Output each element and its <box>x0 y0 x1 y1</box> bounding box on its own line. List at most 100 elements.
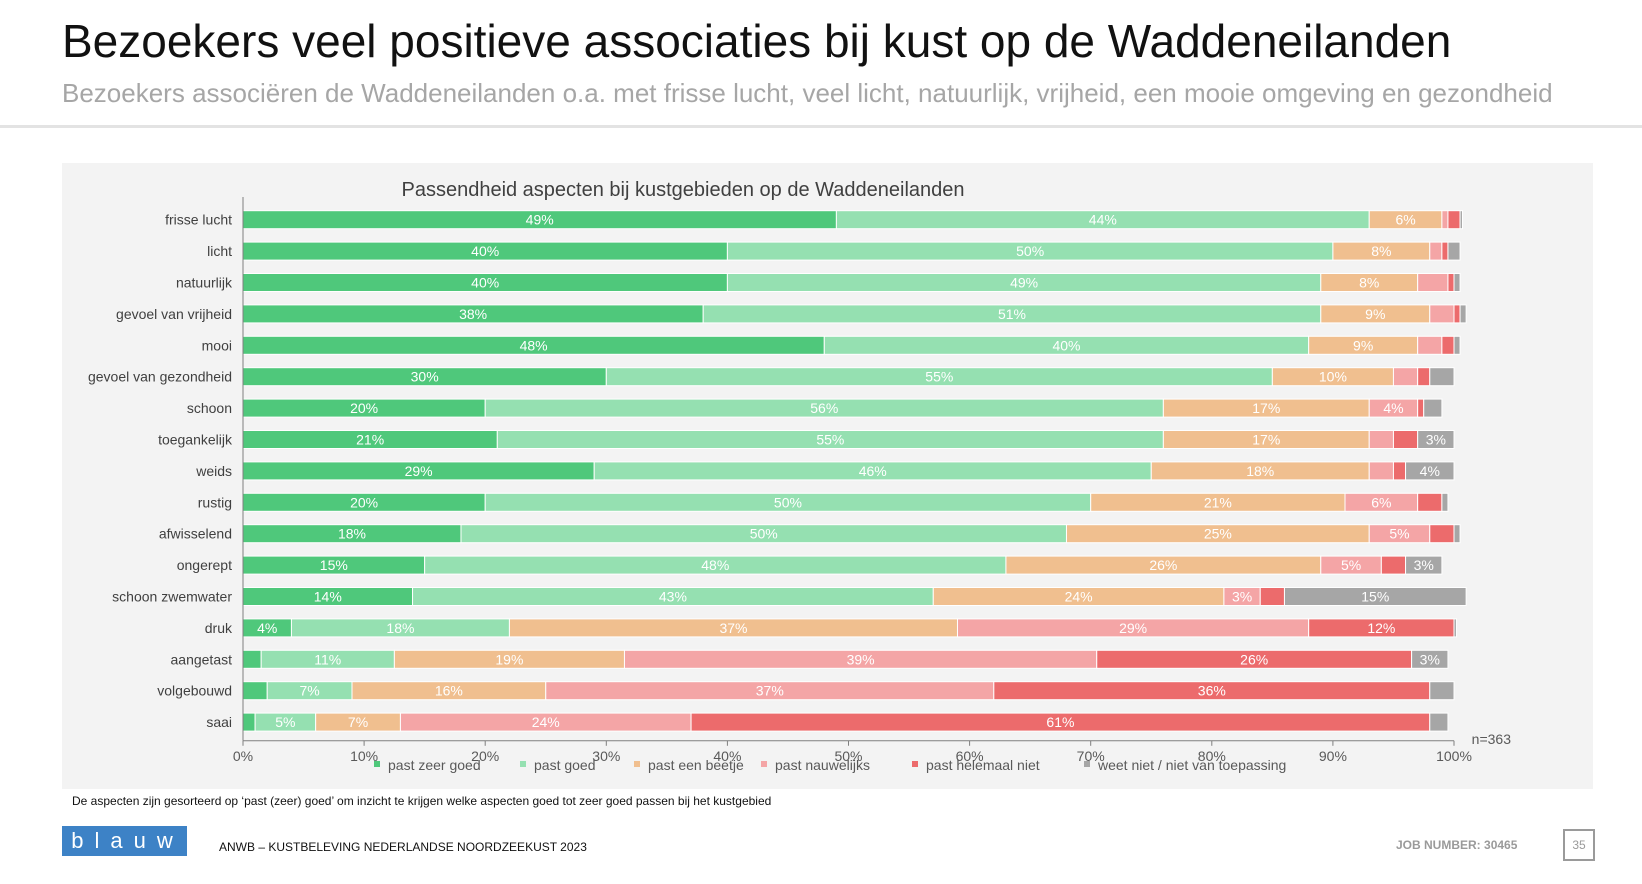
x-tick-label: 100% <box>1436 748 1472 764</box>
data-label: 29% <box>1119 620 1147 636</box>
data-label: 11% <box>314 651 341 667</box>
data-label: 9% <box>1365 306 1385 322</box>
data-label: 50% <box>774 494 802 510</box>
data-label: 40% <box>471 243 499 259</box>
bar-segment <box>1259 587 1285 606</box>
x-tick-label: 40% <box>713 748 741 764</box>
bar-segment <box>1441 241 1449 261</box>
data-label: 49% <box>526 212 554 228</box>
data-label: 4% <box>257 620 277 636</box>
bar-segment <box>1283 587 1467 606</box>
bar-segment <box>1423 398 1443 418</box>
header-divider <box>0 125 1642 128</box>
data-label: 44% <box>1089 212 1117 228</box>
company-logo: blauw <box>62 826 187 856</box>
bar-segment <box>1429 367 1455 387</box>
bar-segment <box>1392 367 1419 387</box>
bar-segment <box>1447 241 1461 261</box>
legend-label: weet niet / niet van toepassing <box>1097 757 1286 773</box>
data-label: 37% <box>756 683 784 699</box>
data-label: 25% <box>1204 526 1232 542</box>
data-label: 20% <box>350 400 378 416</box>
data-label: 26% <box>1149 557 1177 573</box>
bar-segment <box>1380 555 1407 575</box>
x-tick-label: 0% <box>233 748 253 764</box>
bar-segment <box>1417 273 1449 292</box>
data-label: 21% <box>1204 494 1232 510</box>
data-label: 36% <box>1198 683 1226 699</box>
category-label: frisse lucht <box>165 212 232 228</box>
bar-segment <box>1459 304 1467 324</box>
category-label: volgebouwd <box>157 683 232 699</box>
data-label: 50% <box>1016 243 1044 259</box>
data-label: 26% <box>1240 651 1268 667</box>
sample-size-note: n=363 <box>1472 731 1512 747</box>
x-tick-label: 60% <box>956 748 984 764</box>
data-label: 40% <box>1052 337 1080 353</box>
category-label: ongerept <box>177 557 232 573</box>
category-label: gevoel van vrijheid <box>116 306 232 322</box>
category-label: afwisselend <box>159 526 232 542</box>
legend-label: past zeer goed <box>388 757 481 773</box>
bar-segment <box>1417 430 1455 449</box>
data-label: 12% <box>1367 620 1395 636</box>
data-label: 10% <box>1319 369 1347 385</box>
data-label: 24% <box>532 714 560 730</box>
data-label: 3% <box>1426 432 1446 448</box>
bar-segment <box>1447 273 1455 292</box>
data-label: 18% <box>338 526 366 542</box>
data-label: 6% <box>1371 494 1391 510</box>
job-number-value: 30465 <box>1484 838 1518 852</box>
bar-segment <box>1417 335 1443 355</box>
bar-segment <box>1459 210 1463 230</box>
bar-segment <box>242 681 268 701</box>
job-number: JOB NUMBER: 30465 <box>1396 838 1517 852</box>
data-label: 46% <box>859 463 887 479</box>
data-label: 4% <box>1383 400 1403 416</box>
legend-label: past goed <box>534 757 596 773</box>
data-label: 37% <box>719 620 747 636</box>
job-number-label: JOB NUMBER: <box>1396 838 1481 852</box>
data-label: 30% <box>411 369 439 385</box>
data-label: 5% <box>275 714 295 730</box>
category-label: saai <box>206 714 232 730</box>
x-tick-label: 90% <box>1319 748 1347 764</box>
bar-segment <box>1453 335 1461 355</box>
bar-segment <box>1392 430 1419 449</box>
category-label: toegankelijk <box>158 432 233 448</box>
category-label: aangetast <box>171 651 233 667</box>
data-label: 51% <box>998 306 1026 322</box>
x-tick-label: 30% <box>592 748 620 764</box>
data-label: 18% <box>1246 463 1274 479</box>
data-label: 20% <box>350 494 378 510</box>
bar-segment <box>1447 210 1461 230</box>
bar-segment <box>1453 524 1461 544</box>
data-label: 38% <box>459 306 487 322</box>
page-title: Bezoekers veel positieve associaties bij… <box>62 15 1452 67</box>
data-label: 48% <box>701 557 729 573</box>
legend-swatch <box>634 761 640 767</box>
bar-segment <box>242 712 256 732</box>
legend-label: past helemaal niet <box>926 757 1040 773</box>
page-number: 35 <box>1563 829 1595 861</box>
bar-segment <box>1417 398 1425 418</box>
bar-segment <box>1429 712 1449 732</box>
legend-label: past een beetje <box>648 757 744 773</box>
x-tick-label: 80% <box>1198 748 1226 764</box>
bar-segment <box>1429 241 1443 261</box>
legend-swatch <box>761 761 767 767</box>
data-label: 3% <box>1420 651 1440 667</box>
bar-segment <box>1429 304 1455 324</box>
data-label: 14% <box>314 589 342 605</box>
data-label: 18% <box>386 620 414 636</box>
data-label: 55% <box>816 432 844 448</box>
data-label: 61% <box>1046 714 1074 730</box>
category-label: natuurlijk <box>176 275 233 291</box>
data-label: 21% <box>356 432 384 448</box>
bar-segment <box>1441 335 1455 355</box>
data-label: 8% <box>1371 243 1391 259</box>
data-label: 16% <box>435 683 463 699</box>
category-label: gevoel van gezondheid <box>88 369 232 385</box>
bar-segment <box>1453 304 1461 324</box>
data-label: 6% <box>1395 212 1415 228</box>
